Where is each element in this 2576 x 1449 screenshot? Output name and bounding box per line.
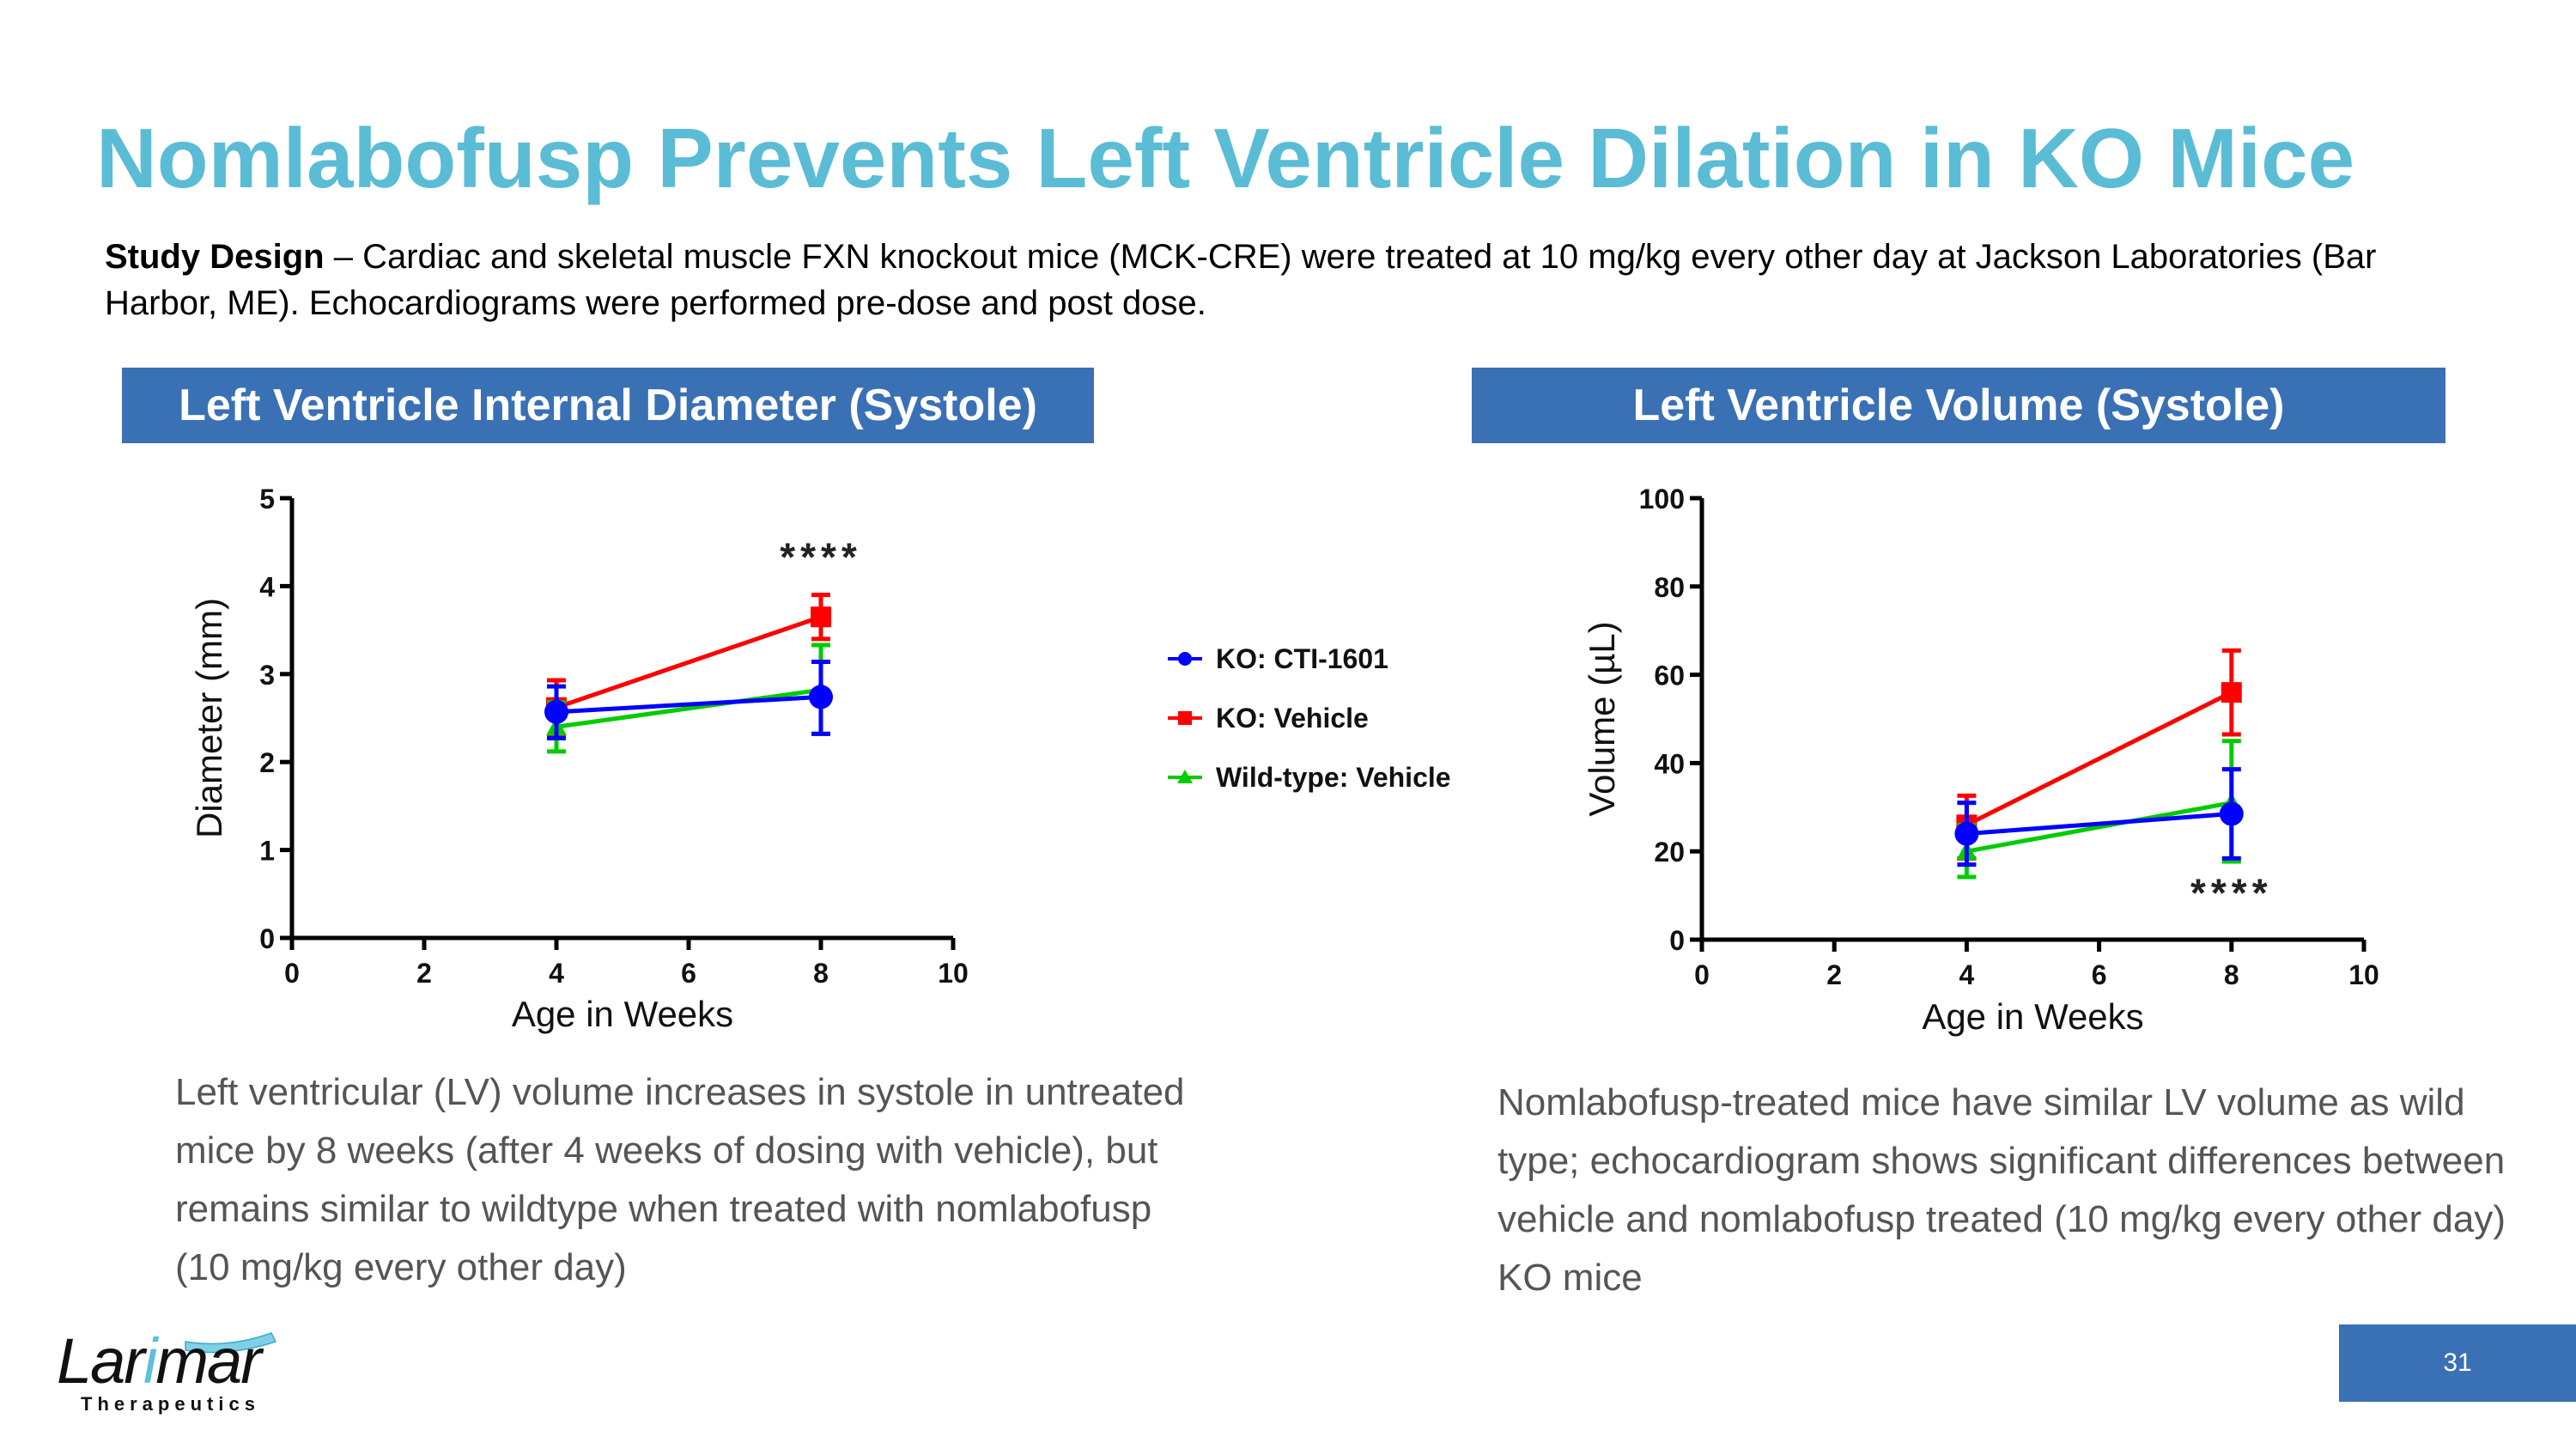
x-axis-label: Age in Weeks [1922, 996, 2143, 1037]
left-panel-header: Left Ventricle Internal Diameter (Systol… [122, 368, 1094, 443]
page-number: 31 [2339, 1324, 2576, 1402]
y-tick-label: 40 [1654, 748, 1685, 779]
data-point [2221, 682, 2242, 703]
x-tick-label: 0 [1694, 959, 1710, 990]
legend: KO: CTI-1601 KO: Vehicle Wild-type: Vehicl… [1168, 643, 1451, 793]
y-axis-label: Volume (µL) [1582, 621, 1622, 816]
study-design-body: – Cardiac and skeletal muscle FXN knocko… [105, 238, 2377, 322]
legend-label: KO: Vehicle [1216, 703, 1369, 734]
y-tick-label: 2 [259, 747, 275, 778]
diameter-chart: 0 2 4 6 8 10 0 1 2 3 4 5 Age in Weeks Diameter (mm) **… [189, 484, 969, 1034]
series-line [1966, 812, 2232, 837]
slide-title: Nomlabofusp Prevents Left Ventricle Dila… [96, 111, 2355, 205]
legend-label: Wild-type: Vehicle [1216, 762, 1451, 793]
y-tick-label: 0 [259, 923, 275, 954]
y-axis-label: Diameter (mm) [189, 598, 229, 838]
y-tick-label: 3 [259, 660, 275, 691]
y-tick-label: 80 [1654, 572, 1685, 603]
data-point [544, 699, 568, 724]
study-design-text: Study Design – Cardiac and skeletal musc… [105, 234, 2423, 326]
x-tick-label: 4 [549, 958, 564, 989]
data-point [2219, 801, 2244, 826]
y-tick-label: 0 [1669, 925, 1685, 956]
x-tick-label: 10 [2348, 959, 2379, 990]
data-point [809, 685, 833, 709]
series-line [556, 694, 822, 715]
x-tick-label: 6 [2092, 959, 2107, 990]
series-line [556, 614, 822, 710]
x-tick-label: 8 [2224, 959, 2239, 990]
legend-marker [1178, 652, 1192, 666]
right-caption: Nomlabofusp-treated mice have similar LV… [1498, 1081, 2506, 1299]
left-caption: Left ventricular (LV) volume increases i… [175, 1071, 1185, 1288]
significance-stars: **** [2190, 870, 2273, 915]
legend-marker [1178, 711, 1192, 725]
legend-marker [1177, 770, 1193, 783]
significance-stars: **** [780, 535, 862, 580]
y-tick-label: 20 [1654, 837, 1685, 868]
data-point [1954, 821, 1979, 846]
right-panel-header: Left Ventricle Volume (Systole) [1472, 368, 2445, 443]
series-line [1965, 690, 2233, 827]
x-tick-label: 6 [681, 958, 696, 989]
x-tick-label: 2 [1826, 959, 1842, 990]
svg-text:Larimar: Larimar [57, 1325, 264, 1397]
x-tick-label: 10 [938, 958, 969, 989]
legend-label: KO: CTI-1601 [1216, 643, 1388, 674]
study-design-label: Study Design [105, 238, 325, 276]
y-tick-label: 4 [259, 571, 275, 602]
y-tick-label: 5 [259, 484, 275, 514]
x-axis-label: Age in Weeks [512, 994, 733, 1034]
x-tick-label: 4 [1959, 959, 1975, 990]
y-tick-label: 60 [1654, 661, 1685, 691]
y-tick-label: 1 [259, 836, 275, 867]
x-tick-label: 8 [813, 958, 829, 989]
y-tick-label: 100 [1639, 484, 1685, 514]
series-line [556, 687, 822, 729]
data-point [811, 606, 831, 628]
series-line [1965, 801, 2233, 854]
svg-text:Therapeutics: Therapeutics [81, 1393, 260, 1415]
x-tick-label: 0 [284, 958, 300, 989]
larimar-logo: Larimar Therapeutics [57, 1325, 277, 1415]
x-tick-label: 2 [416, 958, 432, 989]
